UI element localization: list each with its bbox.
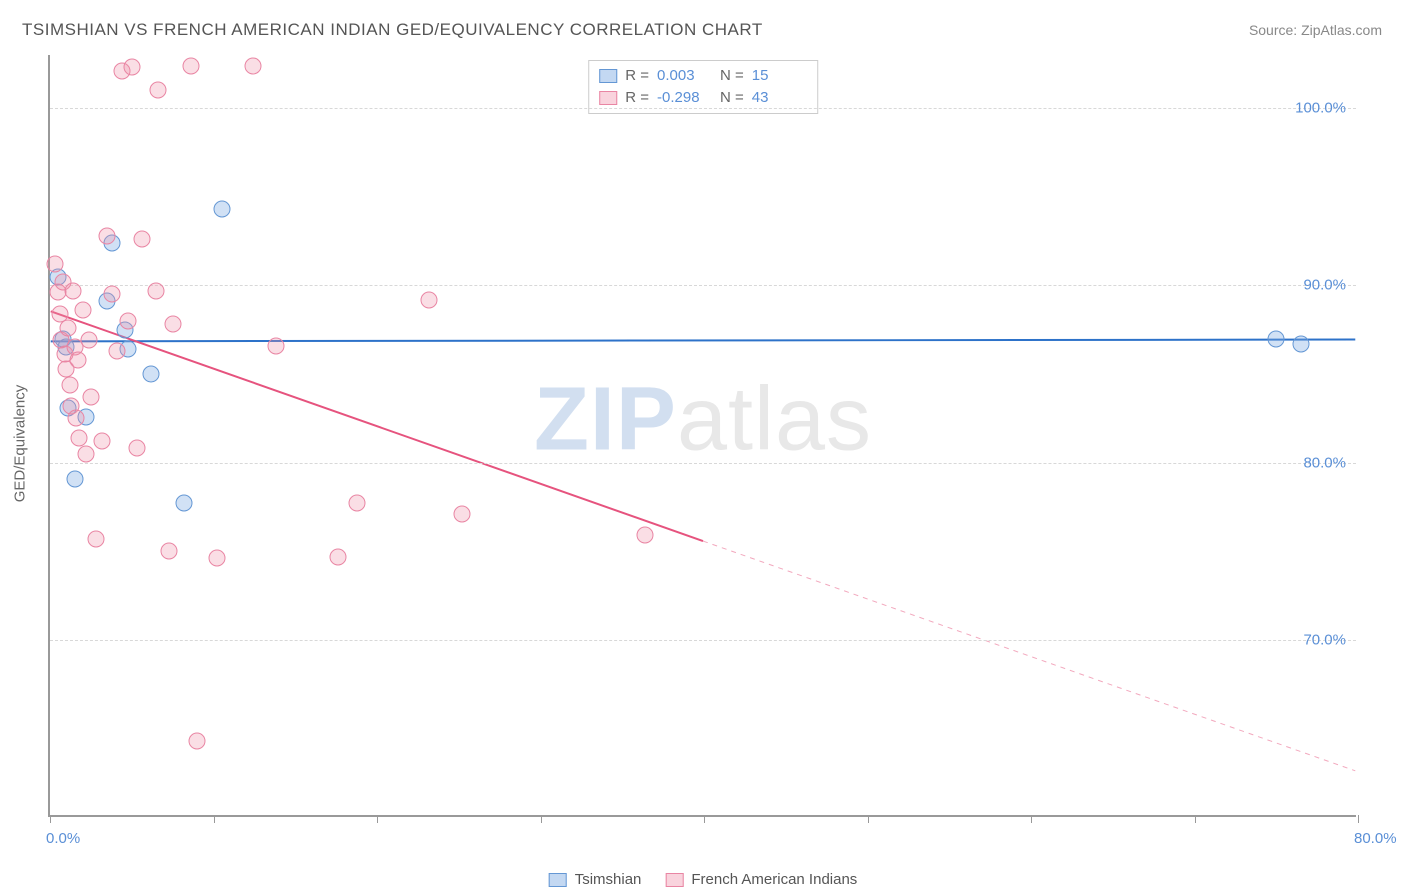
legend-item: French American Indians: [665, 871, 857, 888]
stat-n-label: N =: [720, 65, 744, 87]
y-axis-title: GED/Equivalency: [12, 385, 29, 503]
x-tick: [214, 815, 215, 823]
stats-row: R = 0.003 N = 15: [599, 65, 807, 87]
data-point: [109, 342, 126, 359]
data-point: [454, 505, 471, 522]
legend-item: Tsimshian: [549, 871, 642, 888]
stat-r-value: -0.298: [657, 87, 712, 109]
x-tick: [541, 815, 542, 823]
data-point: [71, 429, 88, 446]
x-tick: [50, 815, 51, 823]
y-tick-label: 90.0%: [1303, 277, 1346, 294]
gridline-h: [50, 640, 1356, 641]
data-point: [69, 351, 86, 368]
x-tick-label: 0.0%: [46, 830, 80, 847]
data-point: [182, 57, 199, 74]
data-point: [189, 732, 206, 749]
x-tick: [377, 815, 378, 823]
swatch-icon: [549, 873, 567, 887]
data-point: [349, 495, 366, 512]
chart-container: TSIMSHIAN VS FRENCH AMERICAN INDIAN GED/…: [0, 0, 1406, 892]
data-point: [637, 527, 654, 544]
data-point: [87, 530, 104, 547]
swatch-icon: [599, 69, 617, 83]
stat-n-value: 15: [752, 65, 807, 87]
data-point: [94, 433, 111, 450]
gridline-h: [50, 285, 1356, 286]
stats-box: R = 0.003 N = 15 R = -0.298 N = 43: [588, 60, 818, 114]
data-point: [77, 445, 94, 462]
y-tick-label: 80.0%: [1303, 454, 1346, 471]
plot-area: GED/Equivalency ZIPatlas R =0.003N =15R …: [48, 55, 1356, 817]
data-point: [74, 302, 91, 319]
data-point: [143, 365, 160, 382]
stats-row: R = -0.298 N = 43: [599, 87, 807, 109]
gridline-h: [50, 108, 1356, 109]
stat-r-label: R =: [625, 65, 649, 87]
legend-label: Tsimshian: [575, 871, 642, 888]
data-point: [164, 316, 181, 333]
x-tick: [704, 815, 705, 823]
data-point: [421, 291, 438, 308]
legend: Tsimshian French American Indians: [549, 871, 858, 888]
data-point: [208, 550, 225, 567]
data-point: [161, 543, 178, 560]
stat-n-value: 43: [752, 87, 807, 109]
stat-r-label: R =: [625, 87, 649, 109]
stat-r-value: 0.003: [657, 65, 712, 87]
data-point: [66, 470, 83, 487]
x-tick: [1031, 815, 1032, 823]
data-point: [104, 286, 121, 303]
x-tick-label: 80.0%: [1354, 830, 1397, 847]
source-label: Source: ZipAtlas.com: [1249, 22, 1382, 38]
data-point: [68, 410, 85, 427]
data-point: [244, 57, 261, 74]
x-tick: [1358, 815, 1359, 823]
data-point: [176, 495, 193, 512]
x-tick: [868, 815, 869, 823]
data-point: [82, 389, 99, 406]
data-point: [128, 440, 145, 457]
data-point: [64, 282, 81, 299]
swatch-icon: [599, 91, 617, 105]
trend-line-solid: [51, 340, 1356, 342]
x-tick: [1195, 815, 1196, 823]
data-point: [148, 282, 165, 299]
data-point: [133, 231, 150, 248]
data-point: [1268, 330, 1285, 347]
watermark: ZIPatlas: [534, 368, 872, 471]
data-point: [213, 201, 230, 218]
data-point: [1292, 335, 1309, 352]
data-point: [329, 548, 346, 565]
data-point: [99, 227, 116, 244]
data-point: [81, 332, 98, 349]
trend-line-dashed: [703, 541, 1355, 771]
legend-label: French American Indians: [691, 871, 857, 888]
stat-n-label: N =: [720, 87, 744, 109]
data-point: [46, 256, 63, 273]
data-point: [123, 59, 140, 76]
watermark-zip: ZIP: [534, 369, 677, 469]
data-point: [267, 337, 284, 354]
swatch-icon: [665, 873, 683, 887]
data-point: [61, 376, 78, 393]
data-point: [149, 82, 166, 99]
chart-title: TSIMSHIAN VS FRENCH AMERICAN INDIAN GED/…: [22, 20, 763, 40]
y-tick-label: 70.0%: [1303, 631, 1346, 648]
data-point: [59, 319, 76, 336]
gridline-h: [50, 463, 1356, 464]
watermark-atlas: atlas: [677, 369, 872, 469]
data-point: [120, 312, 137, 329]
y-tick-label: 100.0%: [1295, 100, 1346, 117]
